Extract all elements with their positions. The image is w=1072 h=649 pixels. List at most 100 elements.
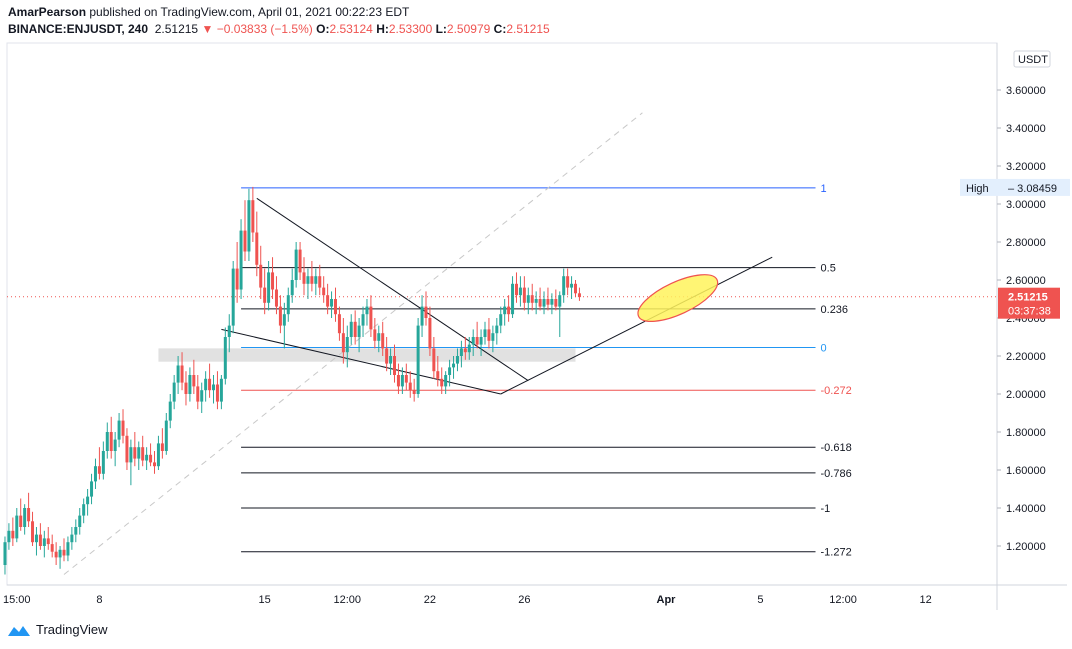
candle bbox=[278, 295, 282, 334]
candle bbox=[42, 530, 46, 558]
candle bbox=[239, 219, 243, 299]
candle-body bbox=[369, 306, 373, 330]
time-tick-label: 15 bbox=[259, 594, 271, 606]
candle bbox=[31, 511, 35, 546]
candle-body bbox=[314, 276, 318, 284]
candle bbox=[180, 352, 184, 391]
candle-body bbox=[11, 530, 15, 539]
candle bbox=[38, 523, 42, 550]
price-tick-label: 3.40000 bbox=[1006, 123, 1046, 135]
candle bbox=[192, 359, 196, 394]
candle bbox=[400, 367, 404, 394]
candle bbox=[263, 268, 267, 315]
candle bbox=[381, 321, 385, 356]
candle bbox=[247, 188, 251, 261]
candle bbox=[19, 498, 23, 531]
candle bbox=[271, 257, 275, 299]
candle-body bbox=[192, 375, 196, 387]
candle bbox=[373, 318, 377, 349]
candle-body bbox=[149, 454, 153, 463]
candle-body bbox=[298, 249, 302, 273]
candle-body bbox=[208, 378, 212, 391]
candle bbox=[129, 439, 133, 486]
candle bbox=[393, 344, 397, 383]
candle bbox=[152, 451, 156, 474]
candle bbox=[495, 318, 499, 345]
candle-body bbox=[152, 462, 156, 467]
fib-level-label: 0.236 bbox=[821, 304, 849, 316]
candle bbox=[562, 268, 566, 303]
candle bbox=[74, 519, 78, 543]
tradingview-brand: TradingView bbox=[36, 622, 108, 637]
candle-body bbox=[212, 384, 216, 391]
candle-body bbox=[518, 287, 522, 296]
candle bbox=[231, 261, 235, 334]
candle-body bbox=[306, 276, 310, 284]
candle bbox=[314, 268, 318, 296]
time-tick-label: 26 bbox=[518, 594, 530, 606]
candle bbox=[306, 268, 310, 299]
candle-body bbox=[101, 451, 105, 474]
last-price-tag bbox=[998, 287, 1060, 319]
candle-body bbox=[38, 534, 42, 546]
candle bbox=[542, 291, 546, 315]
down-arrow-icon: ▼ bbox=[201, 22, 214, 36]
fib-level-label: 0 bbox=[821, 342, 827, 354]
candle-body bbox=[420, 306, 424, 326]
candle bbox=[534, 291, 538, 315]
candle bbox=[385, 337, 389, 372]
candle bbox=[90, 473, 94, 505]
candle bbox=[330, 291, 334, 318]
candle-body bbox=[274, 289, 278, 307]
candle bbox=[353, 310, 357, 345]
candle-body bbox=[361, 314, 365, 326]
candle-body bbox=[436, 371, 440, 379]
candle bbox=[416, 318, 420, 398]
candle bbox=[156, 435, 160, 470]
candle-body bbox=[337, 314, 341, 334]
candle-body bbox=[78, 515, 82, 527]
candle-body bbox=[23, 508, 27, 527]
candle-body bbox=[31, 521, 35, 543]
candle-body bbox=[42, 538, 46, 546]
price-tick-label: 1.80000 bbox=[1006, 427, 1046, 439]
candle bbox=[7, 523, 11, 550]
price-tick-label: 3.20000 bbox=[1006, 161, 1046, 173]
candle bbox=[452, 356, 456, 379]
candle-body bbox=[204, 378, 208, 391]
candle-body bbox=[200, 390, 204, 402]
candle bbox=[145, 447, 149, 470]
symbol-name[interactable]: BINANCE:ENJUSDT, 240 bbox=[8, 22, 149, 36]
candle-body bbox=[546, 299, 550, 305]
candle-body bbox=[408, 382, 412, 391]
candle bbox=[243, 200, 247, 261]
price-change: −0.03833 (−1.5%) bbox=[216, 22, 313, 36]
author-name[interactable]: AmarPearson bbox=[8, 5, 87, 19]
candle bbox=[274, 276, 278, 315]
candle bbox=[302, 257, 306, 296]
candle-body bbox=[70, 534, 74, 543]
currency-badge bbox=[1013, 50, 1051, 68]
candle-body bbox=[27, 508, 31, 522]
candle bbox=[66, 536, 70, 562]
candle bbox=[101, 441, 105, 480]
price-tick-label: 2.80000 bbox=[1006, 237, 1046, 249]
candle-body bbox=[251, 200, 255, 233]
open-value: 2.53124 bbox=[329, 22, 373, 36]
candle-body bbox=[455, 356, 459, 364]
trendline bbox=[500, 256, 773, 395]
tradingview-logo[interactable]: TradingView bbox=[6, 622, 108, 637]
candle-body bbox=[109, 432, 113, 451]
candle-body bbox=[184, 382, 188, 394]
candle-body bbox=[341, 333, 345, 353]
symbol-legend: BINANCE:ENJUSDT, 240 2.51215 ▼ −0.03833 … bbox=[8, 22, 550, 36]
last-price: 2.51215 bbox=[154, 22, 199, 36]
candle-body bbox=[566, 276, 570, 288]
candle bbox=[428, 306, 432, 356]
candle bbox=[507, 295, 511, 322]
candle-body bbox=[491, 333, 495, 341]
time-tick-label: 12:00 bbox=[334, 594, 362, 606]
candle bbox=[487, 318, 491, 349]
candle bbox=[86, 489, 90, 516]
